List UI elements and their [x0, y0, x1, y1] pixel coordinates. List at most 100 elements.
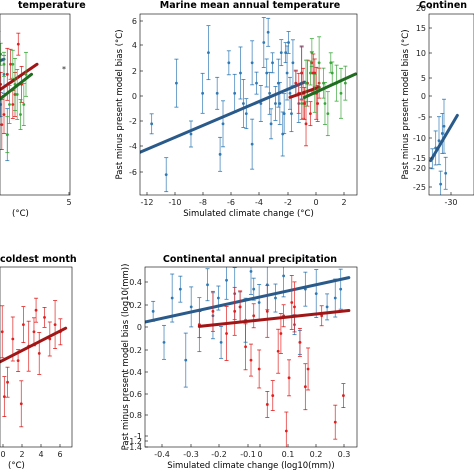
fit-line — [145, 276, 351, 324]
axes-box — [139, 13, 358, 196]
data-point — [151, 309, 155, 313]
data-point — [316, 102, 320, 105]
axes-box — [0, 266, 73, 448]
data-point — [206, 283, 209, 287]
data-point — [16, 42, 20, 46]
data-point — [244, 112, 248, 116]
chart-panel-top-middle: -12 -10 -8 -6 -4 -2 0 2 6 4 2 0 -2 -4 -6 Marine mean an… — [115, 0, 358, 219]
data-point — [34, 308, 38, 312]
series-red — [0, 30, 39, 151]
data-point — [211, 309, 215, 313]
fit-line — [303, 72, 357, 99]
x-tick-label: -0.1 — [240, 450, 256, 459]
data-point — [8, 103, 11, 106]
data-point — [333, 420, 337, 424]
y-tick-label: -2 — [129, 117, 137, 126]
data-point — [15, 93, 19, 96]
chart-panel-bottom-left: 0 2 4 6 coldest month (°C) — [0, 254, 77, 471]
series-blue — [145, 267, 351, 388]
y-tick-label: 0.4 — [129, 278, 142, 287]
series-red — [197, 275, 351, 447]
data-point — [281, 132, 285, 136]
x-tick-label: -6 — [227, 198, 235, 207]
data-point — [257, 367, 261, 371]
y-tick-label: -0.6 — [126, 390, 142, 399]
data-point — [37, 352, 41, 355]
series-blue — [140, 17, 307, 193]
x-tick-label: 2 — [341, 198, 346, 207]
data-point — [2, 395, 6, 398]
data-point — [218, 152, 222, 156]
data-point — [320, 314, 324, 318]
data-point — [268, 91, 272, 95]
data-point — [252, 314, 256, 318]
data-point — [2, 113, 6, 116]
data-point — [255, 81, 258, 85]
data-point — [225, 332, 228, 335]
data-point — [19, 402, 23, 406]
y-axis-label: Past minus present model bias (log10(mm)… — [121, 264, 131, 451]
plot-area — [140, 17, 357, 193]
x-tick-label: 0.2 — [310, 450, 323, 459]
data-point — [6, 380, 9, 384]
data-point — [439, 182, 443, 186]
data-point — [279, 51, 283, 55]
data-point — [314, 292, 318, 296]
data-point — [313, 71, 317, 75]
data-point — [333, 296, 337, 300]
data-point — [219, 340, 223, 344]
data-point — [287, 41, 290, 44]
data-point — [442, 124, 446, 128]
y-tick-label: -0.4 — [126, 368, 142, 377]
fit-line — [429, 113, 459, 163]
x-tick-label: -0.2 — [211, 450, 227, 459]
chart-title: Continental annual precipitation — [163, 254, 337, 265]
x-axis-label: Simulated climate change (log10(mm)) — [167, 461, 334, 471]
data-point — [323, 102, 327, 105]
plot-area — [429, 98, 459, 195]
data-point — [250, 61, 254, 65]
data-point — [293, 305, 296, 309]
data-point — [271, 61, 274, 65]
data-point — [285, 71, 289, 75]
data-point — [5, 72, 9, 76]
data-point — [329, 61, 333, 65]
x-tick-label: -0.3 — [183, 450, 199, 459]
x-tick-label: -30 — [444, 198, 457, 207]
data-point — [300, 71, 304, 75]
y-tick-label: -15 — [413, 154, 426, 163]
data-point — [265, 309, 269, 313]
plot-area — [145, 267, 351, 447]
data-point — [274, 296, 277, 300]
data-point — [308, 112, 312, 116]
x-tick-label: -4 — [255, 198, 263, 207]
data-point — [271, 394, 275, 397]
y-tick-label: -4 — [129, 142, 137, 151]
data-point — [239, 71, 242, 75]
data-point — [290, 112, 293, 116]
series-blue — [429, 98, 459, 195]
x-axis-label: (°C) — [8, 461, 25, 471]
x-tick-label: 0 — [313, 198, 318, 207]
x-tick-label: 0 — [0, 450, 5, 459]
y-tick-label: -25 — [413, 183, 426, 192]
data-point — [24, 72, 28, 76]
data-point — [184, 358, 188, 362]
data-point — [278, 102, 282, 105]
data-point — [53, 323, 57, 326]
data-point — [294, 81, 298, 85]
data-point — [9, 62, 12, 66]
data-point — [282, 274, 286, 278]
data-point — [303, 102, 306, 105]
axes-box — [428, 13, 474, 196]
data-point — [11, 62, 15, 66]
x-tick-label: 4 — [38, 450, 43, 459]
x-tick-label: -8 — [199, 198, 207, 207]
series-blue — [0, 40, 10, 162]
data-point — [343, 81, 347, 85]
y-tick-label: 0 — [421, 92, 426, 101]
data-point — [339, 287, 343, 291]
data-point — [444, 171, 448, 175]
data-point — [0, 330, 4, 334]
data-point — [303, 385, 307, 389]
